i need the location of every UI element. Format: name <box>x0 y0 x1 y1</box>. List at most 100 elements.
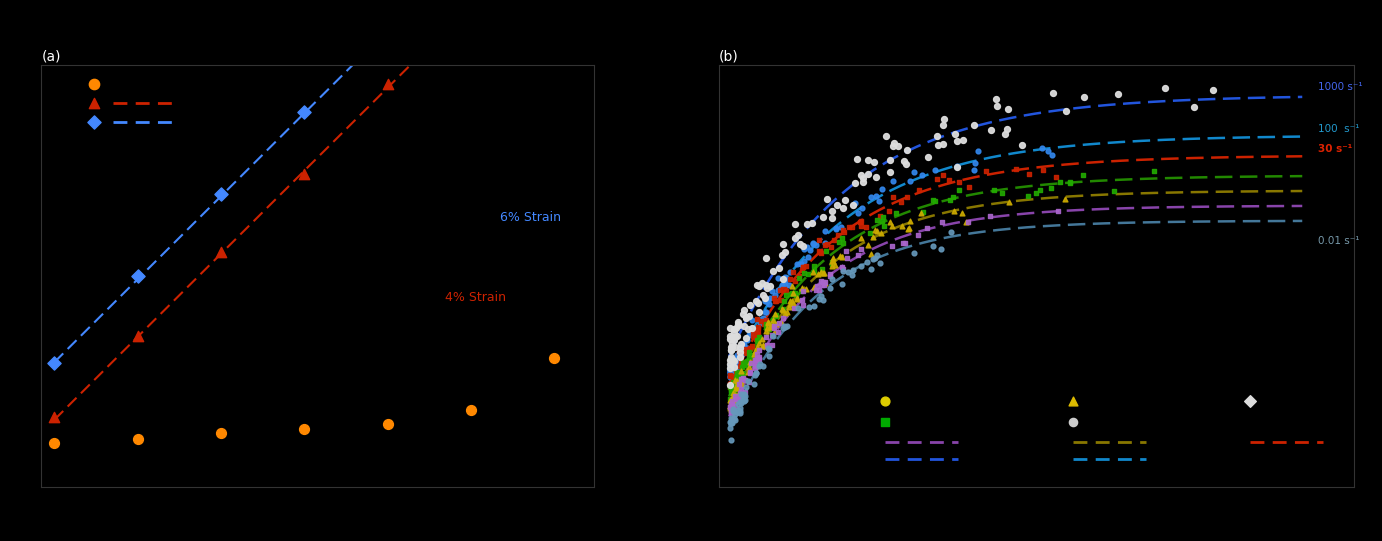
Point <box>735 334 757 343</box>
Point <box>1154 84 1176 93</box>
Point <box>727 353 749 362</box>
Point <box>759 318 781 327</box>
Point <box>948 186 970 194</box>
Point <box>883 139 905 148</box>
Point <box>739 359 761 368</box>
Point <box>723 361 745 370</box>
Point <box>738 353 760 361</box>
Point <box>860 193 882 201</box>
Point <box>726 372 748 380</box>
Point <box>748 353 770 361</box>
Point <box>764 320 786 329</box>
Point <box>748 308 770 316</box>
Point <box>803 301 825 310</box>
Point <box>727 380 749 389</box>
Point <box>1017 192 1039 200</box>
Point <box>745 356 767 365</box>
Point <box>750 335 773 344</box>
Point <box>745 331 767 340</box>
Point <box>746 354 768 363</box>
Point <box>785 291 807 300</box>
Point <box>720 413 742 422</box>
Point <box>720 346 742 354</box>
Point <box>728 404 750 412</box>
Point <box>860 264 882 273</box>
Point <box>744 326 766 334</box>
Point <box>770 318 792 327</box>
Point <box>806 282 828 291</box>
Point <box>744 371 766 379</box>
Point <box>721 419 744 427</box>
Point <box>738 311 760 320</box>
Point <box>761 322 784 331</box>
Point <box>963 159 985 168</box>
Point <box>721 389 744 398</box>
Point <box>730 349 752 358</box>
Point <box>210 190 232 199</box>
Point <box>753 308 775 316</box>
Point <box>931 121 954 129</box>
Point <box>808 286 831 295</box>
Point <box>808 247 831 255</box>
Point <box>771 280 793 289</box>
Point <box>750 317 773 326</box>
Point <box>786 260 808 268</box>
Point <box>795 262 817 270</box>
Point <box>720 417 742 425</box>
Point <box>737 325 759 333</box>
Point <box>985 95 1007 103</box>
Point <box>761 341 784 349</box>
Point <box>721 400 744 409</box>
Point <box>842 271 864 280</box>
Point <box>745 355 767 364</box>
Point <box>860 249 882 258</box>
Point <box>998 105 1020 114</box>
Point <box>756 296 778 305</box>
Point <box>1031 144 1053 153</box>
Point <box>757 319 779 327</box>
Point <box>719 371 741 379</box>
Point <box>837 223 860 232</box>
Point <box>855 258 878 267</box>
Point <box>730 339 752 348</box>
Point <box>730 377 752 385</box>
Point <box>720 381 742 390</box>
Point <box>377 80 399 88</box>
Point <box>746 299 768 308</box>
Point <box>786 295 808 304</box>
Point <box>746 281 768 289</box>
Point <box>719 372 741 380</box>
Point <box>755 323 777 332</box>
Point <box>719 403 741 412</box>
Point <box>952 136 974 144</box>
Point <box>994 130 1016 138</box>
Point <box>835 247 857 255</box>
Point <box>721 376 744 385</box>
Point <box>728 358 750 367</box>
Point <box>791 265 813 274</box>
Point <box>731 374 753 382</box>
Point <box>1071 170 1093 179</box>
Point <box>726 372 748 380</box>
Point <box>755 327 777 335</box>
Point <box>831 222 853 231</box>
Point <box>730 343 752 352</box>
Point <box>738 363 760 372</box>
Point <box>739 359 761 368</box>
Point <box>721 379 744 388</box>
Point <box>828 238 850 247</box>
Point <box>826 231 849 240</box>
Point <box>962 121 984 130</box>
Point <box>460 0 482 6</box>
Point <box>719 380 741 389</box>
Point <box>940 227 962 236</box>
Point <box>724 391 746 399</box>
Point <box>911 209 933 217</box>
Point <box>720 380 742 388</box>
Point <box>911 171 933 180</box>
Point <box>727 355 749 364</box>
Point <box>753 320 775 329</box>
Point <box>719 366 741 374</box>
Point <box>904 248 926 257</box>
Point <box>784 233 806 242</box>
